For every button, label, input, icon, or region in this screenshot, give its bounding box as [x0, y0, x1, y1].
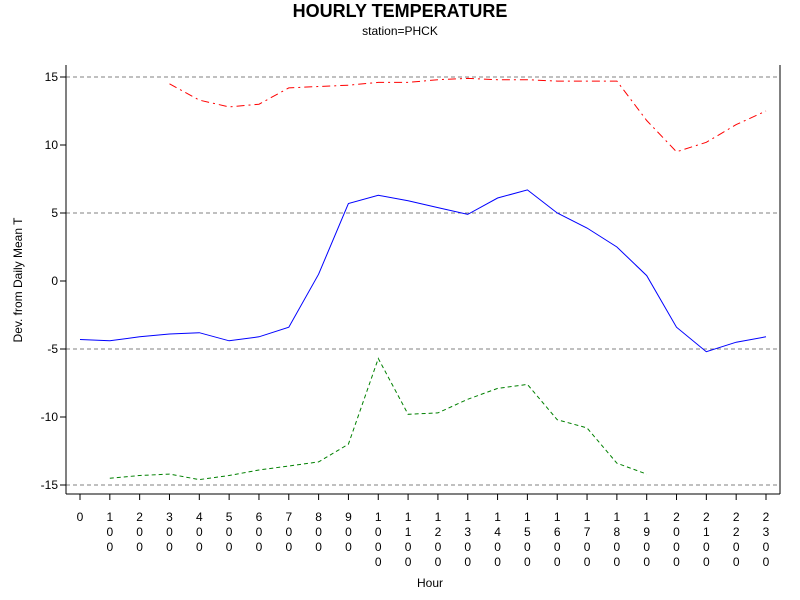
y-tick-label: 15	[45, 70, 59, 84]
chart-title: HOURLY TEMPERATURE	[293, 1, 508, 21]
y-tick-label: 0	[51, 274, 58, 288]
y-tick-label: 10	[45, 138, 59, 152]
axes: -15 -10 -5 0 5 10 15 0 1 0 0 2 0 0 3 0 0 4 0 0 5 0 0 6 0 0 7 0 0 8 0 0 9…	[41, 65, 781, 569]
series-line-2	[79, 189, 767, 353]
x-axis-label: Hour	[417, 576, 443, 590]
reference-lines	[66, 76, 780, 486]
y-axis-label: Dev. from Daily Mean T	[11, 217, 25, 343]
series-line-3	[109, 357, 647, 481]
series-line-1	[169, 77, 767, 153]
y-tick-label: -15	[41, 478, 59, 492]
series-layer	[79, 77, 767, 481]
y-tick-label: -5	[47, 342, 58, 356]
x-tick-label: 0	[77, 510, 84, 524]
y-tick-label: 5	[51, 206, 58, 220]
y-tick-label: -10	[41, 410, 59, 424]
chart-subtitle: station=PHCK	[362, 24, 438, 38]
